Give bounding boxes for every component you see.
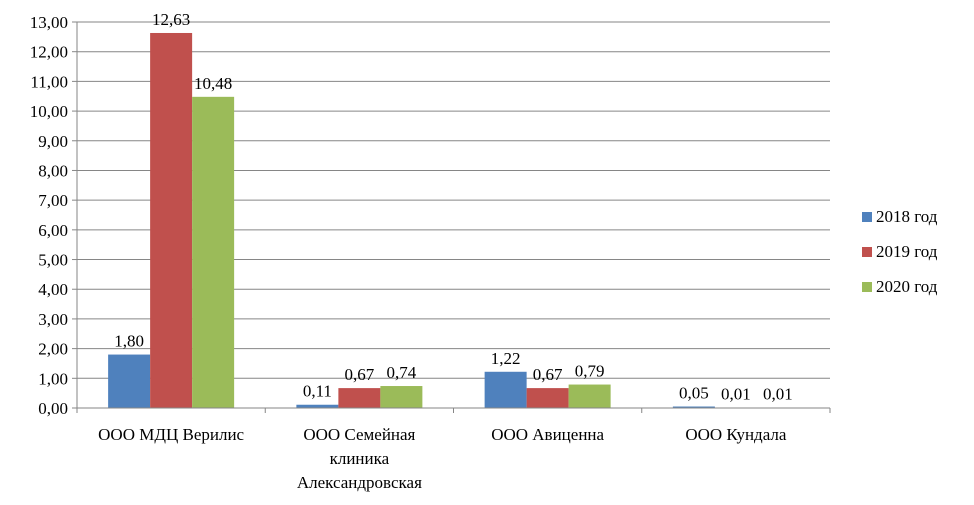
x-tick-label-line: ООО МДЦ Верилис <box>98 425 244 444</box>
data-label: 1,22 <box>491 349 521 368</box>
data-label: 0,01 <box>763 385 793 404</box>
bar <box>380 386 423 408</box>
y-tick-label: 11,00 <box>30 72 68 91</box>
data-label: 0,11 <box>303 382 332 401</box>
y-tick-label: 10,00 <box>30 102 68 121</box>
x-tick-label: ООО МДЦ Верилис <box>98 425 244 444</box>
x-tick-label: ООО Кундала <box>685 425 787 444</box>
legend-label: 2020 год <box>876 277 938 296</box>
legend-swatch <box>862 282 872 292</box>
y-tick-label: 8,00 <box>38 161 68 180</box>
x-tick-label-line: клиника <box>330 449 390 468</box>
y-tick-label: 7,00 <box>38 191 68 210</box>
x-tick-label: ООО Семейная клиника Александровская <box>297 425 422 492</box>
data-label: 12,63 <box>152 10 190 29</box>
bar <box>296 404 339 408</box>
y-tick-label: 13,00 <box>30 13 68 32</box>
x-tick-label: ООО Авиценна <box>491 425 604 444</box>
y-tick-label: 3,00 <box>38 310 68 329</box>
x-axis: ООО МДЦ Верилис ООО Семейная клиника Алекса… <box>76 407 831 492</box>
bar <box>672 406 715 408</box>
data-label: 0,74 <box>387 363 417 382</box>
data-label: 10,48 <box>194 74 232 93</box>
bar <box>150 32 193 409</box>
legend-label: 2018 год <box>876 207 938 226</box>
data-label: 0,79 <box>575 362 605 381</box>
x-tick-label-line: ООО Кундала <box>685 425 787 444</box>
legend-swatch <box>862 247 872 257</box>
y-tick-label: 4,00 <box>38 280 68 299</box>
y-tick-label: 12,00 <box>30 43 68 62</box>
y-tick-label: 0,00 <box>38 399 68 418</box>
y-axis: 0,00 1,00 2,00 3,00 4,00 5,00 6,00 7,00 8,00 9,00… <box>30 13 78 418</box>
x-tick-label-line: ООО Авиценна <box>491 425 604 444</box>
legend: 2018 год 2019 год 2020 год <box>862 207 938 296</box>
y-tick-label: 6,00 <box>38 221 68 240</box>
data-label: 0,05 <box>679 384 709 403</box>
bar <box>108 354 151 408</box>
bar <box>338 388 381 408</box>
bar <box>568 384 611 408</box>
x-tick-label-line: ООО Семейная <box>303 425 415 444</box>
data-label: 0,67 <box>345 365 375 384</box>
bar <box>192 96 235 408</box>
data-label: 0,67 <box>533 365 563 384</box>
x-tick-label-line: Александровская <box>297 473 422 492</box>
bar <box>526 388 569 408</box>
y-tick-label: 2,00 <box>38 340 68 359</box>
data-label: 0,01 <box>721 385 751 404</box>
bars <box>108 32 799 409</box>
y-tick-label: 5,00 <box>38 251 68 270</box>
data-labels: 1,80 0,11 1,22 0,05 12,63 0,67 0,67 0,01 10,48 0,… <box>114 10 793 404</box>
bar <box>484 371 527 408</box>
legend-swatch <box>862 212 872 222</box>
y-tick-label: 9,00 <box>38 132 68 151</box>
data-label: 1,80 <box>114 332 144 351</box>
legend-label: 2019 год <box>876 242 938 261</box>
y-tick-label: 1,00 <box>38 369 68 388</box>
